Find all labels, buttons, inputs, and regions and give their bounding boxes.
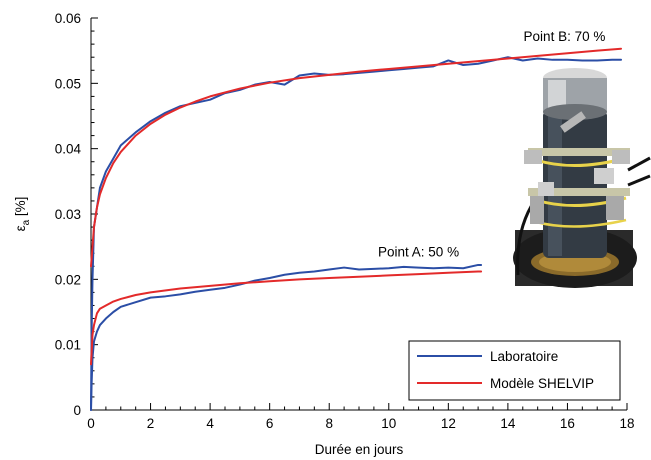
y-tick-label: 0.05 (55, 76, 81, 91)
x-tick-label: 10 (381, 416, 396, 431)
y-tick-label: 0.02 (55, 272, 81, 287)
legend-label-laboratoire: Laboratoire (490, 349, 558, 364)
annotation-label: Point A: 50 % (378, 244, 459, 259)
x-tick-label: 0 (87, 416, 95, 431)
x-tick-label: 18 (619, 416, 634, 431)
y-tick-label: 0.03 (55, 207, 81, 222)
x-tick-label: 8 (325, 416, 333, 431)
y-tick-label: 0.06 (55, 11, 81, 26)
x-tick-label: 4 (206, 416, 214, 431)
x-tick-label: 14 (500, 416, 516, 431)
series-layer (90, 47, 623, 411)
legend-box (408, 340, 621, 401)
series-line-b-laboratoire (90, 56, 623, 411)
x-tick-label: 2 (147, 416, 155, 431)
specimen-photo (513, 68, 651, 288)
legend: Laboratoire Modèle SHELVIP (408, 340, 621, 401)
x-axis-title: Durée en jours (315, 442, 404, 457)
y-axis-title: εa [%] (13, 197, 32, 232)
series-line-b-shelvip (90, 47, 623, 268)
x-tick-label: 12 (441, 416, 456, 431)
legend-label-shelvip: Modèle SHELVIP (490, 376, 594, 391)
annotations: Point B: 70 % Point A: 50 % (378, 29, 605, 260)
series-line-a-shelvip (90, 270, 483, 366)
y-tick-label: 0.01 (55, 338, 81, 353)
x-tick-label: 16 (560, 416, 575, 431)
y-tick-label: 0 (73, 403, 81, 418)
annotation-label: Point B: 70 % (524, 29, 606, 44)
x-tick-label: 6 (266, 416, 274, 431)
y-tick-label: 0.04 (55, 142, 82, 157)
